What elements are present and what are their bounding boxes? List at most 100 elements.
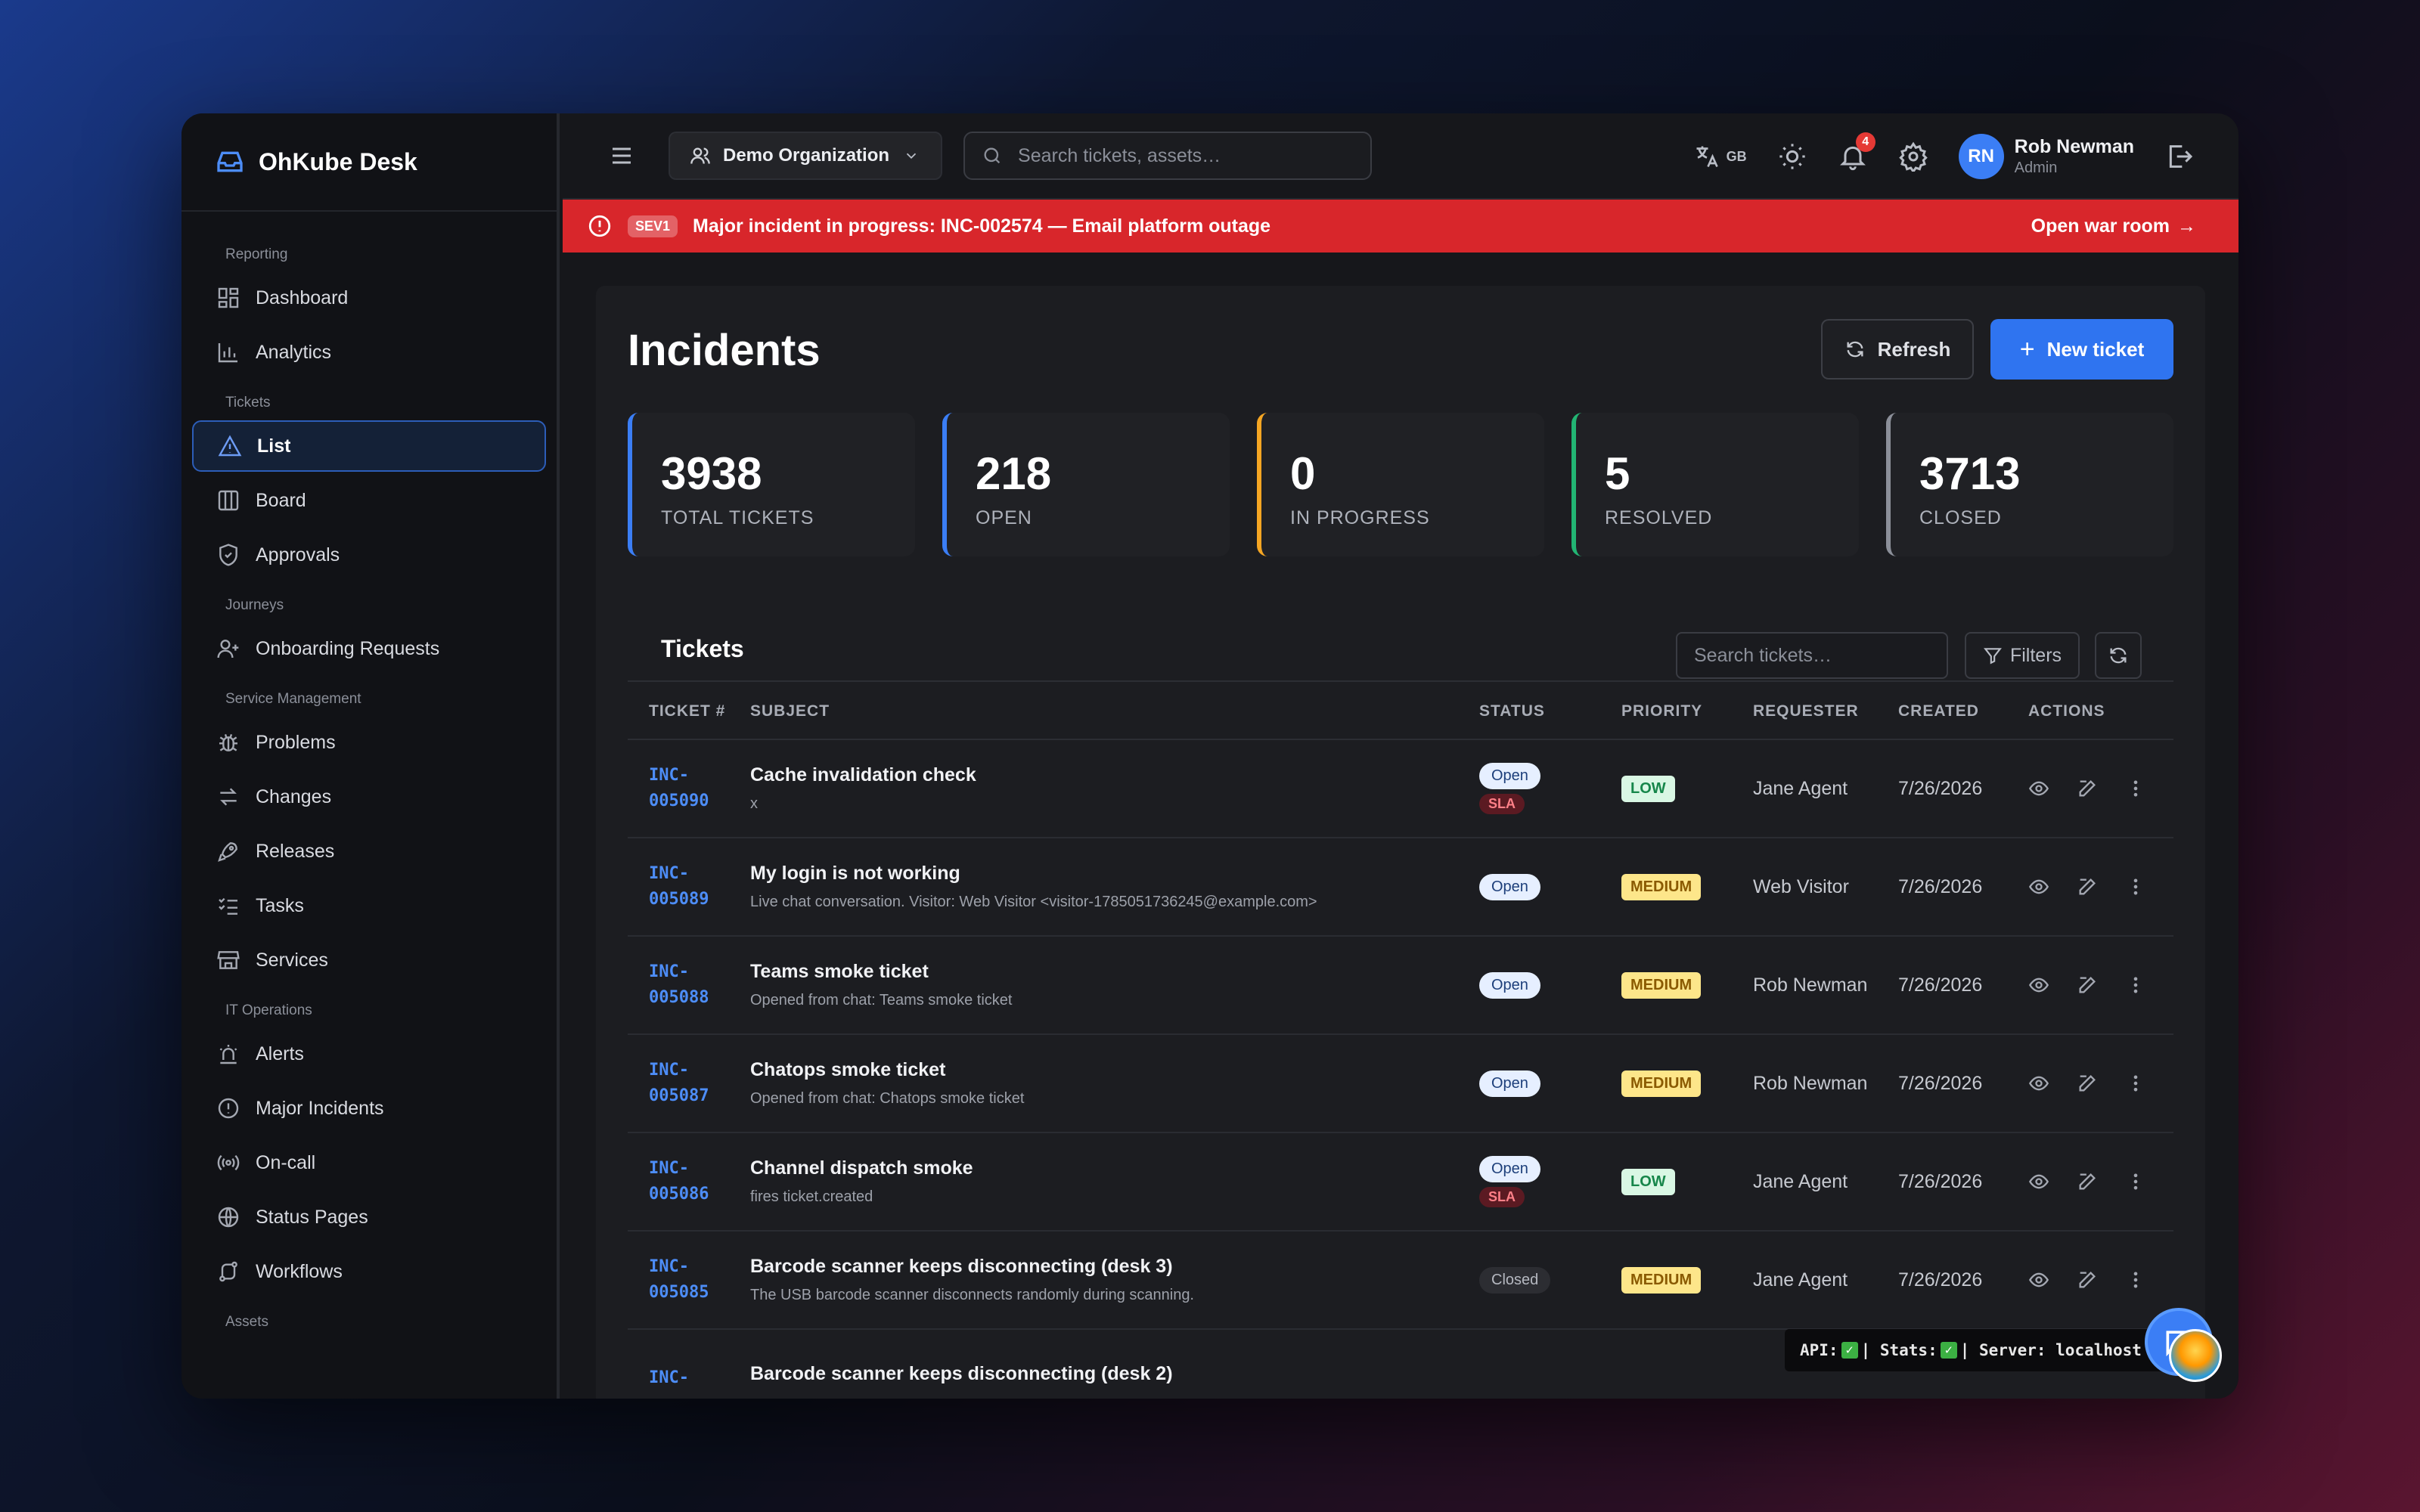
eye-icon[interactable]	[2028, 876, 2049, 897]
ticket-id[interactable]: INC- 005087	[628, 1034, 729, 1133]
ticket-id[interactable]: INC- 005089	[628, 838, 729, 937]
assistant-avatar-icon[interactable]	[2169, 1329, 2222, 1382]
notifications-button[interactable]: 4	[1838, 132, 1876, 172]
created-cell: 7/26/2026	[1877, 739, 2007, 838]
edit-icon[interactable]	[2077, 876, 2098, 897]
table-row[interactable]: INC- 005086 Channel dispatch smoke fires ti…	[628, 1132, 2173, 1232]
new-ticket-button[interactable]: + New ticket	[1990, 319, 2173, 380]
actions-cell	[2007, 1231, 2173, 1330]
sidebar-item-dashboard[interactable]: Dashboard	[192, 272, 546, 324]
more-vertical-icon[interactable]	[2125, 778, 2146, 799]
more-vertical-icon[interactable]	[2125, 1073, 2146, 1094]
sidebar-item-analytics[interactable]: Analytics	[192, 327, 546, 378]
table-row[interactable]: INC- 005088 Teams smoke ticket Opened from …	[628, 936, 2173, 1035]
sidebar-item-on-call[interactable]: On-call	[192, 1137, 546, 1188]
sidebar-item-services[interactable]: Services	[192, 934, 546, 986]
sidebar-item-workflows[interactable]: Workflows	[192, 1246, 546, 1297]
sidebar-item-changes[interactable]: Changes	[192, 771, 546, 823]
theme-sun-icon[interactable]	[1777, 141, 1807, 172]
ticket-id[interactable]: INC- 005090	[628, 739, 729, 838]
sidebar-item-alerts[interactable]: Alerts	[192, 1028, 546, 1080]
priority-cell	[1600, 1329, 1732, 1399]
global-search[interactable]	[963, 132, 1373, 180]
app-name: OhKube Desk	[259, 147, 417, 175]
eye-icon[interactable]	[2028, 974, 2049, 996]
user-info[interactable]: Rob Newman Admin	[2015, 136, 2134, 177]
column-header[interactable]: PRIORITY	[1600, 683, 1732, 740]
gear-icon[interactable]	[1898, 141, 1928, 172]
stat-card-resolved[interactable]: 5 RESOLVED	[1571, 413, 1859, 556]
edit-icon[interactable]	[2077, 974, 2098, 996]
ticket-id-number: 005088	[649, 988, 709, 1007]
eye-icon[interactable]	[2028, 778, 2049, 799]
ticket-search-input[interactable]	[1694, 644, 1936, 667]
sidebar-item-status-pages[interactable]: Status Pages	[192, 1191, 546, 1243]
edit-icon[interactable]	[2077, 778, 2098, 799]
subject-cell[interactable]: Teams smoke ticket Opened from chat: Team…	[729, 936, 1458, 1035]
reload-tickets-button[interactable]	[2095, 632, 2142, 679]
subject-cell[interactable]: Channel dispatch smoke fires ticket.creat…	[729, 1132, 1458, 1232]
priority-badge: MEDIUM	[1621, 1070, 1702, 1097]
sidebar-item-problems[interactable]: Problems	[192, 717, 546, 768]
actions-cell	[2007, 1034, 2173, 1133]
filters-button[interactable]: Filters	[1965, 632, 2080, 679]
ticket-id[interactable]: INC- 005088	[628, 936, 729, 1035]
column-header[interactable]: ACTIONS	[2007, 683, 2173, 740]
sidebar-item-releases[interactable]: Releases	[192, 826, 546, 877]
column-header[interactable]: STATUS	[1458, 683, 1600, 740]
table-row[interactable]: INC- 005089 My login is not working Live ch…	[628, 838, 2173, 937]
table-row[interactable]: INC- 005085 Barcode scanner keeps disconne…	[628, 1231, 2173, 1330]
eye-icon[interactable]	[2028, 1269, 2049, 1290]
ticket-id[interactable]: INC-	[628, 1329, 729, 1399]
ticket-id-number: 005090	[649, 792, 709, 810]
ticket-description: Live chat conversation. Visitor: Web Vis…	[750, 894, 1317, 910]
sidebar-item-onboarding-requests[interactable]: Onboarding Requests	[192, 623, 546, 674]
more-vertical-icon[interactable]	[2125, 876, 2146, 897]
edit-icon[interactable]	[2077, 1171, 2098, 1192]
column-header[interactable]: REQUESTER	[1732, 683, 1877, 740]
sidebar-item-approvals[interactable]: Approvals	[192, 529, 546, 581]
table-row[interactable]: INC- 005090 Cache invalidation check x Open S…	[628, 739, 2173, 838]
org-switcher[interactable]: Demo Organization	[669, 132, 943, 180]
edit-icon[interactable]	[2077, 1269, 2098, 1290]
more-vertical-icon[interactable]	[2125, 974, 2146, 996]
sidebar-item-tasks[interactable]: Tasks	[192, 880, 546, 931]
open-war-room-link[interactable]: Open war room →	[2031, 200, 2196, 253]
more-vertical-icon[interactable]	[2125, 1269, 2146, 1290]
ticket-search[interactable]	[1676, 632, 1948, 679]
alert-circle-icon	[218, 1098, 239, 1119]
stat-card-total-tickets[interactable]: 3938 TOTAL TICKETS	[628, 413, 915, 556]
sidebar-item-list[interactable]: List	[192, 420, 546, 472]
subject-cell[interactable]: Barcode scanner keeps disconnecting (des…	[729, 1231, 1458, 1330]
column-header[interactable]: SUBJECT	[729, 683, 1458, 740]
column-header[interactable]: CREATED	[1877, 683, 2007, 740]
more-vertical-icon[interactable]	[2125, 1171, 2146, 1192]
filter-icon	[1984, 648, 2002, 665]
subject-cell[interactable]: My login is not working Live chat convers…	[729, 838, 1458, 937]
sidebar-item-label: Board	[256, 489, 306, 511]
stat-card-in-progress[interactable]: 0 IN PROGRESS	[1257, 413, 1544, 556]
stat-card-closed[interactable]: 3713 CLOSED	[1886, 413, 2173, 556]
menu-icon[interactable]	[608, 142, 635, 169]
column-header[interactable]: TICKET #	[628, 683, 729, 740]
logout-icon[interactable]	[2164, 141, 2195, 172]
edit-icon[interactable]	[2077, 1073, 2098, 1094]
brand[interactable]: OhKube Desk	[182, 113, 557, 212]
subject-cell[interactable]: Chatops smoke ticket Opened from chat: Ch…	[729, 1034, 1458, 1133]
ticket-description: x	[750, 795, 758, 812]
eye-icon[interactable]	[2028, 1073, 2049, 1094]
ticket-id[interactable]: INC- 005085	[628, 1231, 729, 1330]
table-row[interactable]: INC- 005087 Chatops smoke ticket Opened fro…	[628, 1034, 2173, 1133]
subject-cell[interactable]: Barcode scanner keeps disconnecting (des…	[729, 1329, 1458, 1399]
stat-card-open[interactable]: 218 OPEN	[942, 413, 1230, 556]
eye-icon[interactable]	[2028, 1171, 2049, 1192]
global-search-input[interactable]	[1018, 144, 1351, 167]
avatar[interactable]: RN	[1958, 134, 2004, 179]
sidebar-item-board[interactable]: Board	[192, 475, 546, 526]
sidebar-item-label: On-call	[256, 1151, 316, 1173]
ticket-id[interactable]: INC- 005086	[628, 1132, 729, 1232]
subject-cell[interactable]: Cache invalidation check x	[729, 739, 1458, 838]
refresh-button[interactable]: Refresh	[1821, 319, 1974, 380]
language-switcher[interactable]: GB	[1693, 143, 1747, 170]
sidebar-item-major-incidents[interactable]: Major Incidents	[192, 1083, 546, 1134]
